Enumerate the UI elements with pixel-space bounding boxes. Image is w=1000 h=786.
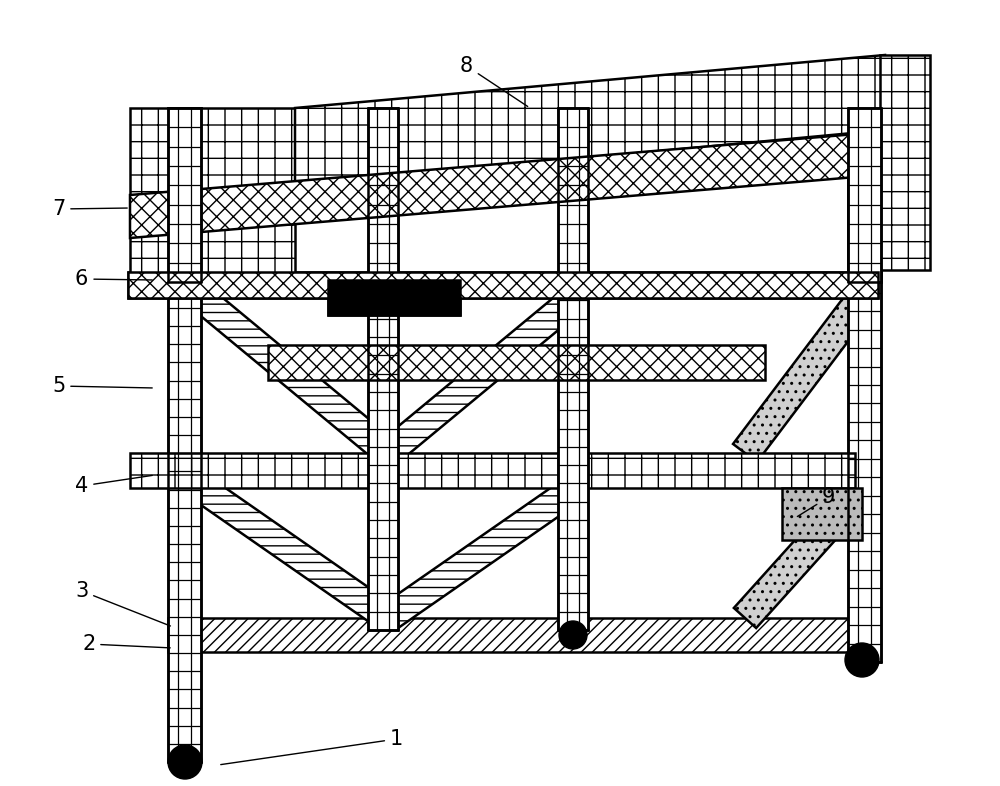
Circle shape (845, 643, 879, 677)
Text: 7: 7 (52, 199, 127, 219)
Polygon shape (328, 280, 460, 315)
Polygon shape (379, 287, 584, 464)
Polygon shape (733, 289, 874, 462)
Polygon shape (130, 453, 855, 488)
Polygon shape (50, 50, 960, 780)
Text: 8: 8 (460, 56, 528, 106)
Text: 3: 3 (75, 581, 170, 626)
Polygon shape (192, 287, 397, 464)
Polygon shape (268, 345, 765, 380)
Polygon shape (130, 132, 880, 238)
Polygon shape (380, 476, 583, 630)
Polygon shape (848, 108, 881, 662)
Polygon shape (848, 108, 881, 282)
Polygon shape (128, 272, 878, 298)
Circle shape (168, 745, 202, 779)
Polygon shape (168, 618, 880, 652)
Text: 5: 5 (52, 376, 152, 396)
Polygon shape (558, 108, 588, 282)
Polygon shape (782, 488, 862, 540)
Text: 9: 9 (797, 487, 835, 516)
Text: 1: 1 (221, 729, 403, 765)
Polygon shape (734, 478, 873, 628)
Text: 6: 6 (75, 269, 152, 289)
Polygon shape (368, 282, 398, 630)
Polygon shape (328, 280, 460, 315)
Polygon shape (193, 476, 396, 630)
Polygon shape (880, 55, 930, 270)
Polygon shape (558, 282, 588, 630)
Polygon shape (128, 272, 878, 298)
Circle shape (559, 621, 587, 649)
Polygon shape (168, 108, 201, 762)
Text: 2: 2 (82, 634, 170, 654)
Polygon shape (130, 108, 295, 275)
Polygon shape (295, 55, 885, 185)
Text: 4: 4 (75, 476, 152, 496)
Polygon shape (368, 108, 398, 282)
Polygon shape (168, 108, 201, 282)
